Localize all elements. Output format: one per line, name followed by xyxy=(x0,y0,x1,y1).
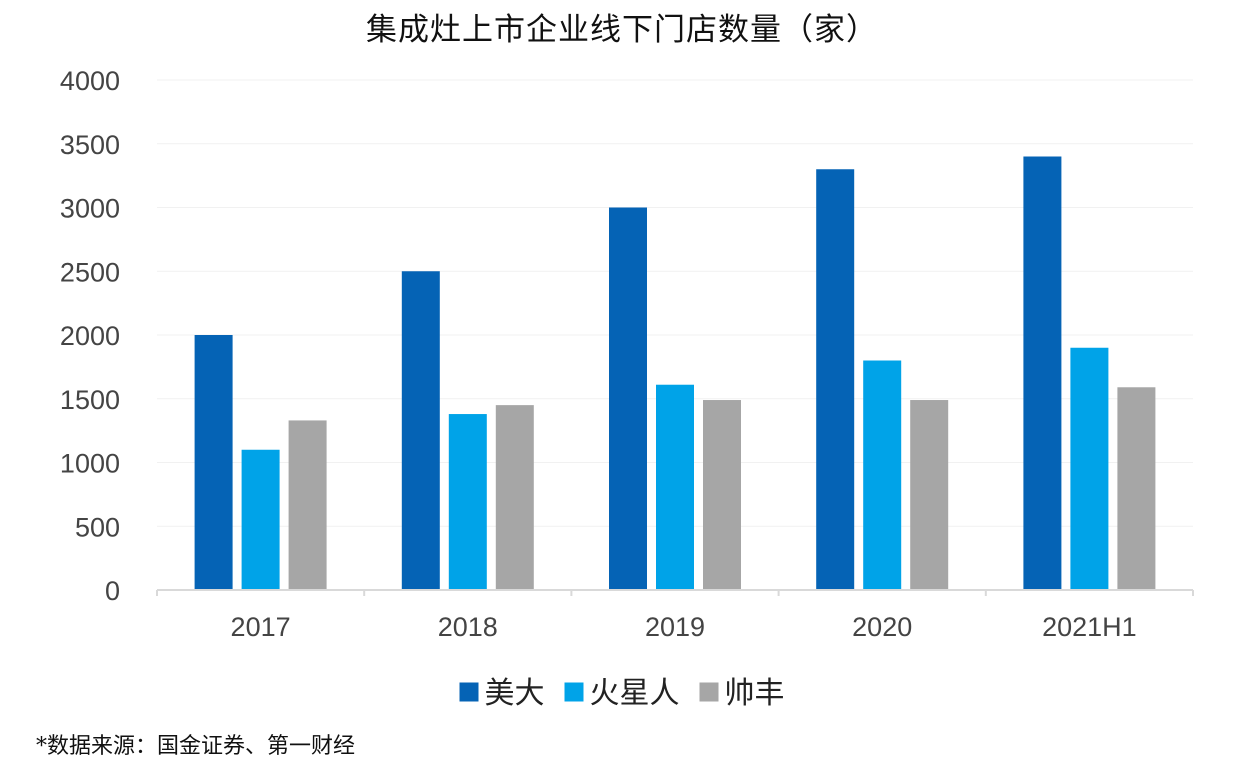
bars xyxy=(194,156,1156,590)
bar-火星人-2018 xyxy=(448,414,487,590)
bar-帅丰-2017 xyxy=(288,420,327,590)
y-tick-label: 3500 xyxy=(60,130,120,160)
y-tick-label: 1500 xyxy=(60,385,120,415)
x-tick-label: 2018 xyxy=(438,612,498,642)
bar-美大-2019 xyxy=(609,207,647,590)
bar-帅丰-2020 xyxy=(910,400,949,590)
bar-帅丰-2018 xyxy=(495,405,534,590)
legend-swatch xyxy=(564,682,584,702)
y-tick-label: 0 xyxy=(105,576,120,606)
y-tick-label: 2500 xyxy=(60,257,120,287)
bar-火星人-2019 xyxy=(656,384,694,590)
x-tick-label: 2021H1 xyxy=(1042,612,1137,642)
bar-美大-2021H1 xyxy=(1023,156,1062,590)
legend-label: 帅丰 xyxy=(725,676,785,711)
x-axis-ticks: 2017 2018 2019 2020 2021H1 xyxy=(231,612,1137,642)
bar-火星人-2021H1 xyxy=(1070,347,1109,590)
source-note: *数据来源：国金证券、第一财经 xyxy=(36,734,356,759)
y-tick-label: 2000 xyxy=(60,321,120,351)
legend-label: 火星人 xyxy=(590,676,680,711)
x-tick-label: 2019 xyxy=(645,612,705,642)
chart-title: 集成灶上市企业线下门店数量（家） xyxy=(366,12,878,48)
bar-火星人-2020 xyxy=(863,360,902,590)
legend-swatch xyxy=(699,682,719,702)
legend-swatch xyxy=(459,682,479,702)
bar-火星人-2017 xyxy=(241,449,280,590)
bar-美大-2020 xyxy=(816,169,855,590)
x-axis xyxy=(156,589,1194,596)
x-tick-label: 2020 xyxy=(852,612,912,642)
y-tick-label: 500 xyxy=(75,512,120,542)
bar-帅丰-2021H1 xyxy=(1117,387,1156,590)
bar-帅丰-2019 xyxy=(703,400,741,590)
bar-美大-2017 xyxy=(194,335,233,590)
y-tick-label: 4000 xyxy=(60,66,120,96)
legend: 美大 火星人 帅丰 xyxy=(459,676,785,711)
y-axis-ticks: 0 500 1000 1500 2000 2500 3000 3500 4000 xyxy=(60,66,120,606)
y-tick-label: 3000 xyxy=(60,194,120,224)
bar-美大-2018 xyxy=(401,271,440,590)
y-tick-label: 1000 xyxy=(60,449,120,479)
x-tick-label: 2017 xyxy=(231,612,291,642)
legend-label: 美大 xyxy=(485,676,545,711)
